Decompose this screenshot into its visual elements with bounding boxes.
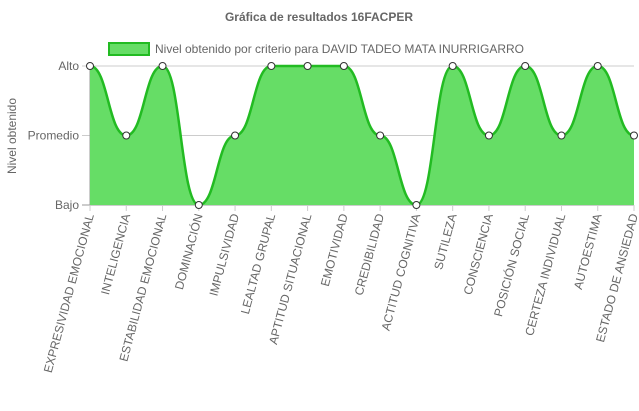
data-point (122, 131, 131, 140)
x-tick-label: CONSCIENCIA (461, 212, 496, 296)
y-tick-label: Alto (58, 59, 79, 73)
x-tick-label: INTELIGENCIA (98, 212, 133, 296)
data-point (557, 131, 566, 140)
data-point (231, 131, 240, 140)
x-tick-label: CERTEZA INDIVIDUAL (522, 212, 568, 337)
series-area (89, 64, 635, 207)
y-ticks: Bajo Promedio Alto (28, 59, 80, 212)
x-tick-label: CREDIBILIDAD (352, 212, 387, 297)
data-point (267, 62, 276, 70)
series-points (86, 62, 638, 209)
x-ticks: EXPRESIVIDAD EMOCIONAL INTELIGENCIAESTABI… (41, 212, 639, 375)
data-point (86, 62, 94, 70)
x-tick-label: LEALTAD GRUPAL (238, 212, 278, 316)
data-point (484, 131, 493, 140)
x-tick-label: SUTILEZA (431, 212, 459, 271)
y-tick-label: Promedio (28, 129, 80, 143)
x-tick-label: ACTITUD COGNITIVA (379, 212, 424, 332)
data-point (630, 131, 638, 140)
data-point (593, 62, 602, 70)
data-point (303, 62, 312, 70)
data-point (412, 201, 421, 209)
x-tick-label: DOMINACIÓN (171, 212, 206, 291)
data-point (448, 62, 457, 70)
x-tick-label: AUTOESTIMA (571, 212, 605, 291)
series-line (89, 64, 635, 207)
data-point (194, 201, 203, 209)
y-axis-title: Nivel obtenido (5, 98, 19, 174)
data-point (158, 62, 167, 70)
legend-swatch (108, 42, 150, 56)
chart-title: Gráfica de resultados 16FACPER (225, 10, 413, 24)
data-point (376, 131, 385, 140)
x-tick-label: EXPRESIVIDAD EMOCIONAL (41, 212, 97, 374)
x-tick-label: IMPULSIVIDAD (207, 212, 243, 298)
data-point (521, 62, 530, 70)
legend-label: Nivel obtenido por criterio para DAVID T… (155, 42, 524, 56)
x-tick-label: POSICIÓN SOCIAL (490, 212, 532, 319)
data-point (339, 62, 348, 70)
y-tick-label: Bajo (55, 198, 79, 212)
series-fill (90, 66, 634, 205)
legend: Nivel obtenido por criterio para DAVID T… (108, 42, 524, 56)
x-tick-label: EMOTIVIDAD (318, 212, 351, 288)
